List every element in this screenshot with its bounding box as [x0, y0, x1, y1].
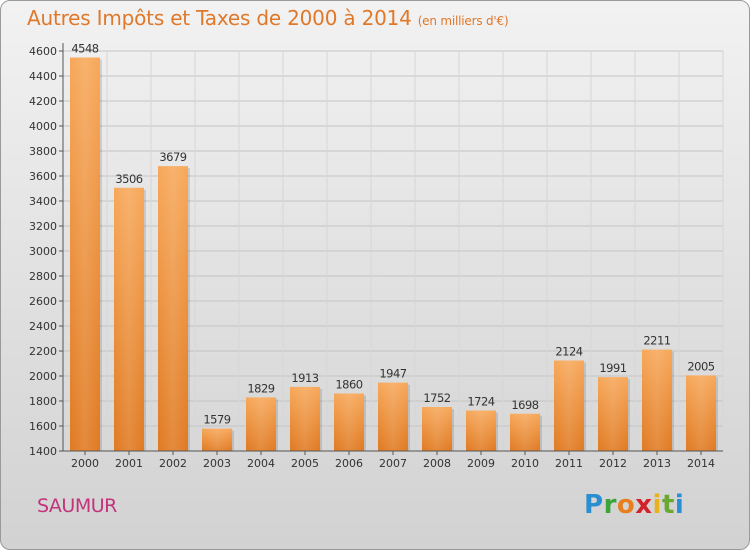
- y-tick-label: 4400: [29, 70, 57, 83]
- y-tick-label: 2000: [29, 370, 57, 383]
- data-label: 2005: [687, 359, 714, 373]
- data-label: 1829: [247, 381, 274, 395]
- x-tick-label: 2003: [203, 457, 231, 470]
- y-tick-label: 1800: [29, 395, 57, 408]
- y-tick-label: 3600: [29, 170, 57, 183]
- bar-highlight: [70, 57, 100, 451]
- proxiti-logo: Proxiti: [584, 490, 684, 520]
- bars: 4548 3506 3679 1579 1829 1913 1860 1947 1752 1724…: [70, 42, 718, 451]
- data-label: 1579: [203, 413, 230, 427]
- chart-title-text: Autres Impôts et Taxes de 2000 à 2014: [27, 6, 412, 30]
- bar-highlight: [246, 397, 276, 451]
- bar-highlight: [334, 393, 364, 451]
- x-tick-label: 2004: [247, 457, 275, 470]
- y-tick-label: 2200: [29, 345, 57, 358]
- y-tick-label: 1600: [29, 420, 57, 433]
- x-tick-label: 2012: [599, 457, 627, 470]
- y-tick-label: 1400: [29, 445, 57, 458]
- logo-letter: i: [674, 490, 685, 520]
- chart-subtitle: (en milliers d'€): [417, 14, 509, 28]
- data-label: 1913: [291, 371, 318, 385]
- data-label: 1752: [423, 391, 450, 405]
- y-tick-label: 3800: [29, 145, 57, 158]
- data-label: 2124: [555, 345, 582, 359]
- data-label: 1698: [511, 398, 538, 412]
- bar-highlight: [554, 360, 584, 451]
- logo-letter: t: [661, 490, 675, 520]
- bar-highlight: [378, 382, 408, 451]
- bar-highlight: [158, 166, 188, 451]
- y-tick-label: 4600: [29, 45, 57, 58]
- x-tick-label: 2001: [115, 457, 143, 470]
- x-tick-label: 2011: [555, 457, 583, 470]
- data-label: 3679: [159, 150, 186, 164]
- bar-highlight: [466, 410, 496, 451]
- y-tick-label: 3400: [29, 195, 57, 208]
- bar-highlight: [202, 428, 232, 451]
- bar-highlight: [686, 375, 716, 451]
- bar-highlight: [422, 407, 452, 451]
- x-tick-label: 2014: [687, 457, 715, 470]
- x-tick-label: 2013: [643, 457, 671, 470]
- y-tick-label: 3000: [29, 245, 57, 258]
- bar-highlight: [642, 349, 672, 451]
- logo-letter: x: [635, 490, 653, 520]
- data-label: 1947: [379, 367, 406, 381]
- x-tick-label: 2009: [467, 457, 495, 470]
- x-tick-label: 2005: [291, 457, 319, 470]
- bar-highlight: [290, 386, 320, 451]
- bar-highlight: [510, 413, 540, 451]
- data-label: 1991: [599, 361, 626, 375]
- data-label: 1724: [467, 395, 494, 409]
- logo-letter: o: [616, 490, 636, 520]
- chart-title: Autres Impôts et Taxes de 2000 à 2014 (en…: [27, 6, 509, 30]
- bar-highlight: [114, 187, 144, 451]
- x-tick-label: 2007: [379, 457, 407, 470]
- data-label: 1860: [335, 378, 362, 392]
- x-tick-label: 2010: [511, 457, 539, 470]
- logo-letter: P: [584, 490, 604, 520]
- city-name: SAUMUR: [37, 495, 117, 517]
- data-label: 2211: [643, 334, 670, 348]
- logo-letter: i: [652, 490, 662, 520]
- data-label: 3506: [115, 172, 142, 186]
- y-tick-label: 2400: [29, 320, 57, 333]
- y-tick-label: 3200: [29, 220, 57, 233]
- x-tick-label: 2000: [71, 457, 99, 470]
- x-tick-label: 2008: [423, 457, 451, 470]
- y-tick-label: 2800: [29, 270, 57, 283]
- y-tick-label: 4000: [29, 120, 57, 133]
- bar-highlight: [598, 377, 628, 451]
- axes: 1400 1600 1800 2000 2200 2400 2600 2800 3000 3200…: [29, 43, 723, 470]
- data-label: 4548: [71, 42, 98, 56]
- x-tick-label: 2006: [335, 457, 363, 470]
- x-tick-label: 2002: [159, 457, 187, 470]
- logo-letter: r: [603, 490, 617, 520]
- y-tick-label: 2600: [29, 295, 57, 308]
- y-tick-label: 4200: [29, 95, 57, 108]
